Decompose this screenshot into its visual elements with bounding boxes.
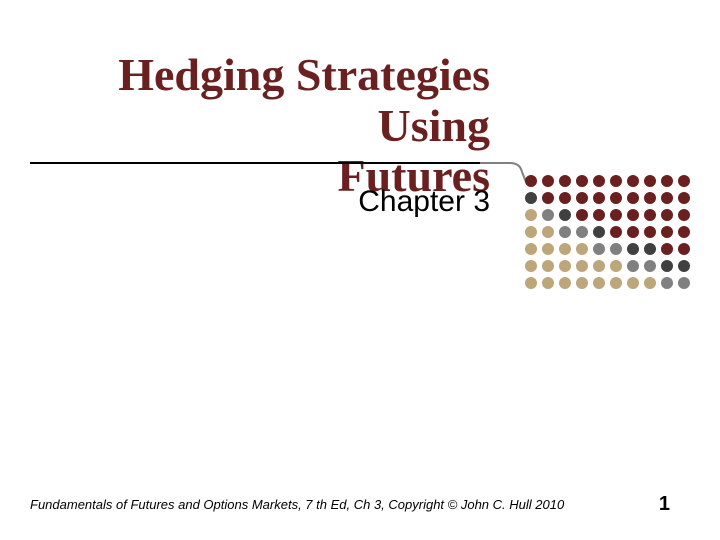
- dot: [661, 192, 673, 204]
- dot: [576, 175, 588, 187]
- dot: [593, 192, 605, 204]
- slide: Hedging Strategies Using Futures Chapter…: [0, 0, 720, 540]
- slide-title-line1: Hedging Strategies Using: [30, 50, 490, 151]
- dot: [610, 209, 622, 221]
- dot: [610, 192, 622, 204]
- dot: [559, 260, 571, 272]
- dot: [542, 277, 554, 289]
- dot-row: [525, 260, 695, 272]
- dot: [678, 192, 690, 204]
- slide-subtitle: Chapter 3: [30, 185, 490, 219]
- page-number: 1: [659, 493, 670, 516]
- dot: [627, 260, 639, 272]
- dot: [610, 175, 622, 187]
- dot: [593, 175, 605, 187]
- dot: [644, 226, 656, 238]
- dot: [525, 243, 537, 255]
- dot: [593, 260, 605, 272]
- dot: [559, 226, 571, 238]
- dot: [593, 226, 605, 238]
- dot: [525, 260, 537, 272]
- dot: [644, 175, 656, 187]
- dot-grid: [525, 175, 695, 289]
- dot: [644, 243, 656, 255]
- dot: [627, 243, 639, 255]
- dot: [627, 226, 639, 238]
- dot: [559, 209, 571, 221]
- dot-row: [525, 243, 695, 255]
- dot: [576, 260, 588, 272]
- dot: [542, 260, 554, 272]
- dot: [661, 277, 673, 289]
- dot: [644, 209, 656, 221]
- dot: [627, 209, 639, 221]
- dot: [644, 277, 656, 289]
- dot: [661, 260, 673, 272]
- dot-row: [525, 192, 695, 204]
- dot: [542, 209, 554, 221]
- dot: [559, 243, 571, 255]
- dot: [661, 209, 673, 221]
- dot: [576, 277, 588, 289]
- dot: [576, 192, 588, 204]
- dot: [610, 243, 622, 255]
- dot: [576, 243, 588, 255]
- dot: [559, 192, 571, 204]
- dot: [559, 175, 571, 187]
- dot: [525, 175, 537, 187]
- dot: [678, 277, 690, 289]
- dot: [678, 226, 690, 238]
- dot: [593, 243, 605, 255]
- dot-row: [525, 209, 695, 221]
- dot: [644, 260, 656, 272]
- dot: [525, 226, 537, 238]
- dot: [678, 175, 690, 187]
- dot: [644, 192, 656, 204]
- dot: [525, 192, 537, 204]
- dot: [661, 243, 673, 255]
- dot: [542, 243, 554, 255]
- dot: [627, 277, 639, 289]
- dot: [610, 226, 622, 238]
- dot: [525, 209, 537, 221]
- dot: [678, 260, 690, 272]
- dot: [678, 209, 690, 221]
- dot: [610, 260, 622, 272]
- dot: [627, 175, 639, 187]
- dot: [610, 277, 622, 289]
- footer-text: Fundamentals of Futures and Options Mark…: [30, 497, 564, 512]
- dot-row: [525, 226, 695, 238]
- dot: [661, 175, 673, 187]
- dot: [593, 209, 605, 221]
- dot: [542, 226, 554, 238]
- dot: [542, 192, 554, 204]
- dot: [542, 175, 554, 187]
- horizontal-rule: [30, 162, 492, 164]
- dot-row: [525, 175, 695, 187]
- dot: [576, 209, 588, 221]
- dot: [661, 226, 673, 238]
- title-block: Hedging Strategies Using Futures: [30, 50, 490, 202]
- dot: [627, 192, 639, 204]
- dot: [593, 277, 605, 289]
- dot: [525, 277, 537, 289]
- dot-row: [525, 277, 695, 289]
- dot: [678, 243, 690, 255]
- dot: [576, 226, 588, 238]
- dot: [559, 277, 571, 289]
